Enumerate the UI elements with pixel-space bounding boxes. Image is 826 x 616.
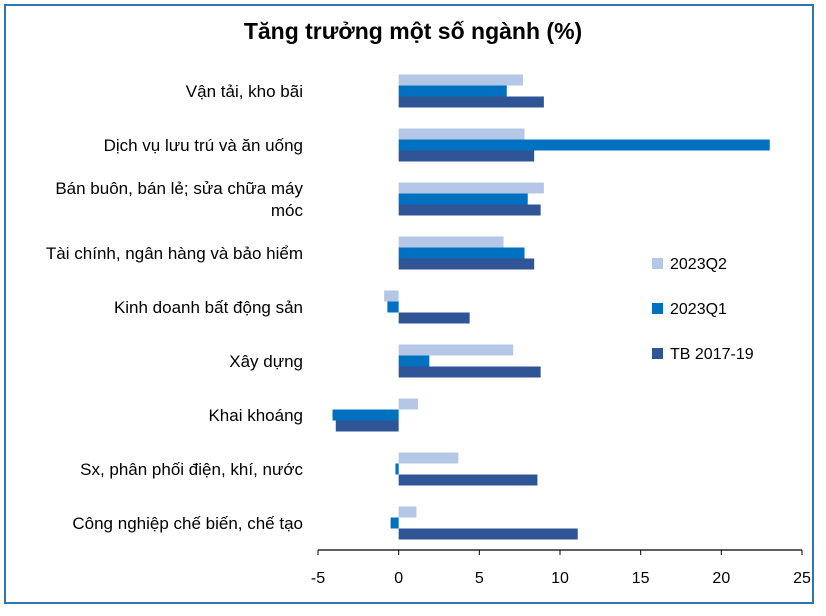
legend-label-1: 2023Q2 [670,256,727,273]
category-label-6: Xây dựng [229,352,303,371]
category-label-1: Vận tải, kho bãi [186,82,303,101]
legend-swatch-1 [652,258,663,269]
bar-1-2 [398,128,525,140]
bar-3-5 [398,312,470,324]
legend-swatch-3 [652,348,663,359]
bar-1-1 [398,74,523,86]
bar-1-5 [384,290,399,302]
category-label-7: Khai khoáng [208,406,303,425]
bar-3-9 [398,528,578,540]
legend-label-2: 2023Q1 [670,301,727,318]
bar-1-3 [398,182,544,194]
bar-2-2 [398,139,770,151]
x-tick-label-3: 5 [475,570,484,587]
bar-2-4 [398,247,525,259]
legend-swatch-2 [652,303,663,314]
x-tick-label-5: 15 [632,570,650,587]
legend-label-3: TB 2017-19 [670,346,754,363]
bar-1-8 [398,452,459,464]
bar-1-7 [398,398,419,410]
category-label-9: Công nghiệp chế biến, chế tạo [72,514,303,533]
bar-2-9 [390,517,399,529]
bar-3-3 [398,204,541,216]
chart-title: Tăng trưởng một số ngành (%) [243,18,583,44]
bar-2-8 [395,463,399,475]
bar-3-8 [398,474,538,486]
x-tick-label-2: 0 [394,570,403,587]
bar-1-9 [398,506,417,518]
bar-1-4 [398,236,504,248]
bar-2-6 [398,355,430,367]
category-label-2: Dịch vụ lưu trú và ăn uống [104,136,303,155]
bar-1-6 [398,344,514,356]
x-tick-label-4: 10 [551,570,569,587]
category-label-3-line-2: móc [271,201,304,220]
x-tick-label-6: 20 [712,570,730,587]
bar-3-6 [398,366,541,378]
x-tick-label-1: -5 [311,570,325,587]
bar-2-5 [387,301,399,313]
x-tick-label-7: 25 [793,570,811,587]
bar-3-4 [398,258,535,270]
category-label-5: Kinh doanh bất động sản [114,298,303,317]
bar-2-3 [398,193,528,205]
bar-2-1 [398,85,507,97]
bar-3-2 [398,150,535,162]
bar-3-1 [398,96,544,108]
bar-2-7 [332,409,399,421]
category-label-8: Sx, phân phối điện, khí, nước [80,460,303,479]
bar-3-7 [335,420,399,432]
category-label-4: Tài chính, ngân hàng và bảo hiểm [46,244,303,263]
category-label-3-line-1: Bán buôn, bán lẻ; sửa chữa máy [55,179,303,198]
